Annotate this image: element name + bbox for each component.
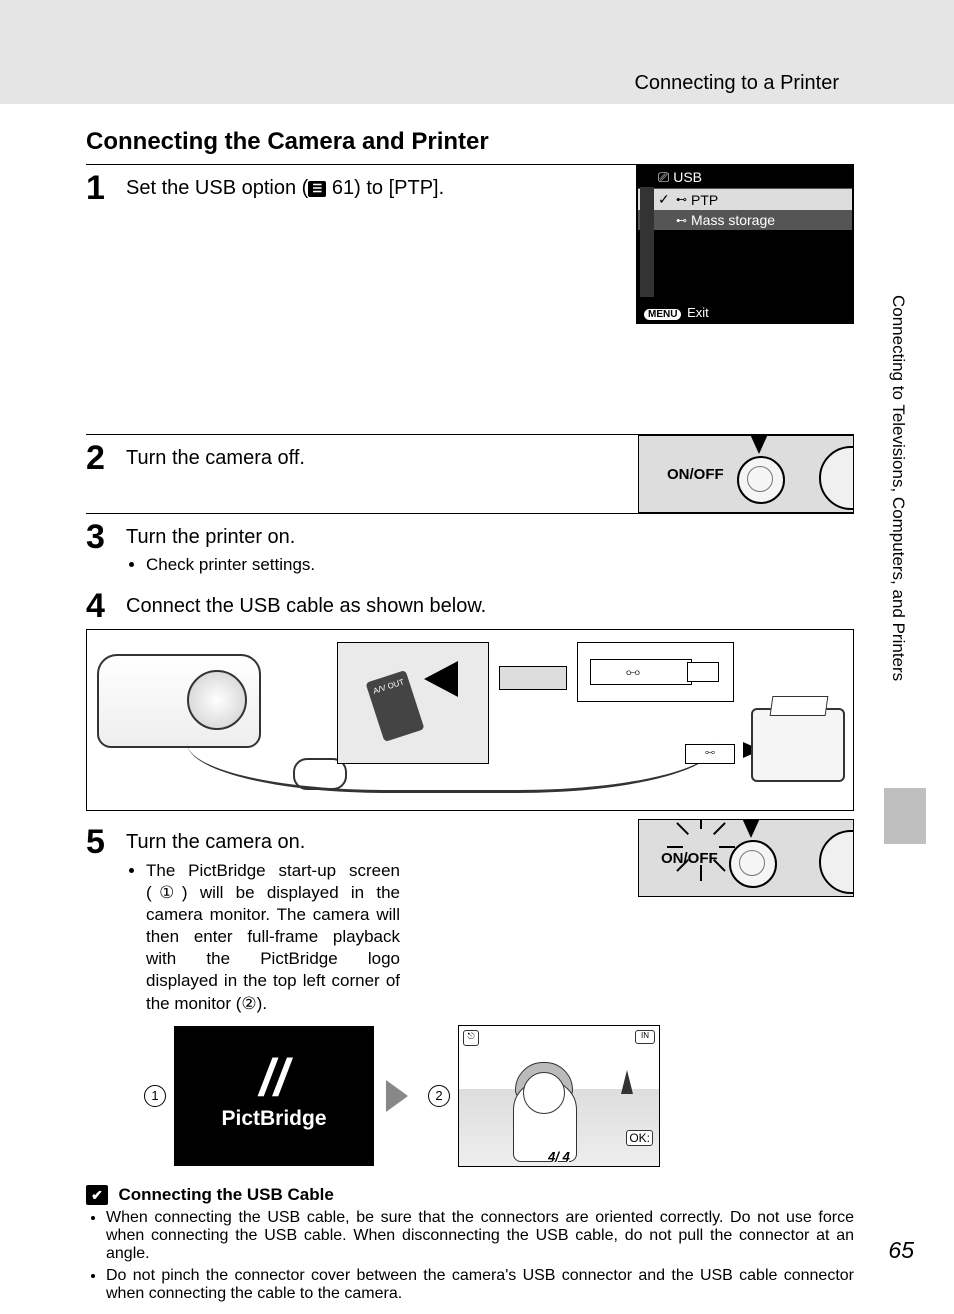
step-4: 4 Connect the USB cable as shown below. …: [86, 583, 854, 811]
camera-menu-screenshot: ⎚USB ✓ ⊷ PTP ⊷ Mass storage MENU Exit: [636, 165, 854, 324]
step-text: Connect the USB cable as shown below.: [126, 589, 854, 618]
internal-memory-icon: IN: [635, 1030, 655, 1044]
arrow-left-icon: [424, 661, 458, 697]
section-title: Connecting the Camera and Printer: [86, 128, 854, 156]
mini-usb-plug-icon: [499, 666, 567, 690]
note-bullet: Do not pinch the connector cover between…: [106, 1267, 854, 1303]
av-out-port-icon: A/V OUT: [365, 670, 424, 742]
step-number: 3: [86, 520, 126, 554]
port-closeup-illustration: A/V OUT: [337, 642, 489, 764]
step-2: ON/OFF 2 Turn the camera off.: [86, 435, 854, 513]
pictbridge-startup-screen: // PictBridge: [174, 1026, 374, 1166]
arrow-right-icon: [386, 1080, 408, 1112]
pictbridge-small-icon: ⎋: [463, 1030, 479, 1046]
step-text: Turn the camera on.: [126, 831, 628, 854]
note-heading: Connecting the USB Cable: [118, 1185, 333, 1204]
step-text: Turn the camera off.: [126, 441, 638, 470]
arrow-down-icon: [741, 819, 761, 838]
arrow-down-icon: [749, 435, 769, 454]
usb-symbol-icon: ⧟: [626, 663, 640, 680]
page-number: 65: [888, 1237, 914, 1264]
power-button-icon: [737, 456, 785, 504]
menu-sidebar: [640, 187, 654, 297]
menu-item-ptp[interactable]: ✓ ⊷ PTP: [638, 189, 852, 210]
step-bullet: Check printer settings.: [146, 555, 854, 575]
step-number: 2: [86, 441, 126, 475]
note-section: ✔ Connecting the USB Cable When connecti…: [86, 1185, 854, 1303]
menu-exit[interactable]: MENU Exit: [644, 305, 709, 320]
camera-lens-icon: [187, 670, 247, 730]
power-on-illustration: ON/OFF: [638, 819, 854, 897]
check-icon: ✓: [658, 191, 672, 208]
playback-screen: ⎋ IN OK: 4/ 4: [458, 1025, 660, 1167]
step-5: ON/OFF 5 Turn the camera on. The PictBri…: [86, 819, 854, 1167]
menu-button-icon: MENU: [644, 309, 681, 320]
pictbridge-text: PictBridge: [221, 1107, 326, 1131]
step-bullet: The PictBridge start-up screen (①) will …: [146, 860, 400, 1015]
usb-plug-tip-icon: [687, 662, 719, 682]
circled-number-2-icon: 2: [428, 1085, 450, 1107]
usb-plug-small-icon: ⧟: [685, 744, 735, 764]
power-off-illustration: ON/OFF: [638, 435, 854, 513]
page-header-band: Connecting to a Printer: [0, 0, 954, 104]
step-3: 3 Turn the printer on. Check printer set…: [86, 514, 854, 583]
caution-check-icon: ✔: [86, 1185, 108, 1205]
step-number: 5: [86, 825, 126, 859]
step-text: Set the USB option (☰ 61) to [PTP].: [126, 171, 636, 200]
onoff-label: ON/OFF: [667, 466, 724, 483]
step-1: ⎚USB ✓ ⊷ PTP ⊷ Mass storage MENU Exit 1 …: [86, 165, 854, 434]
usb-plug-body-icon: [590, 659, 692, 685]
note-heading-row: ✔ Connecting the USB Cable: [86, 1185, 854, 1205]
usb-connection-illustration: A/V OUT ⧟ ⧟: [86, 629, 854, 811]
step-number: 4: [86, 589, 126, 623]
frame-counter: 4/ 4: [459, 1149, 659, 1164]
ok-button-icon: OK:: [626, 1130, 653, 1146]
note-bullet: When connecting the USB cable, be sure t…: [106, 1209, 854, 1263]
main-content: Connecting the Camera and Printer ⎚USB ✓…: [86, 128, 854, 1303]
usb-a-plug-illustration: ⧟: [577, 642, 734, 702]
circled-number-1-icon: 1: [144, 1085, 166, 1107]
pictbridge-sequence: 1 // PictBridge 2 ⎋ IN OK: 4/ 4: [136, 1025, 854, 1167]
breadcrumb: Connecting to a Printer: [634, 72, 839, 95]
onoff-label: ON/OFF: [661, 850, 718, 867]
step-number: 1: [86, 171, 126, 205]
shutter-button-icon: [819, 446, 854, 510]
step-text: Turn the printer on.: [126, 526, 854, 549]
shutter-button-icon: [819, 830, 854, 894]
printer-tray-icon: [770, 696, 829, 716]
printer-icon: [751, 708, 845, 782]
power-button-icon: [729, 840, 777, 888]
side-chapter-label: Connecting to Televisions, Computers, an…: [888, 295, 908, 681]
reference-icon: ☰: [308, 181, 326, 197]
side-thumb-tab: [884, 788, 926, 844]
menu-item-mass-storage[interactable]: ⊷ Mass storage: [638, 210, 852, 230]
sailboat-icon: [621, 1070, 633, 1094]
camera-icon: [97, 654, 261, 748]
menu-title: ⎚USB: [638, 167, 852, 189]
pictbridge-logo-icon: //: [260, 1060, 289, 1096]
